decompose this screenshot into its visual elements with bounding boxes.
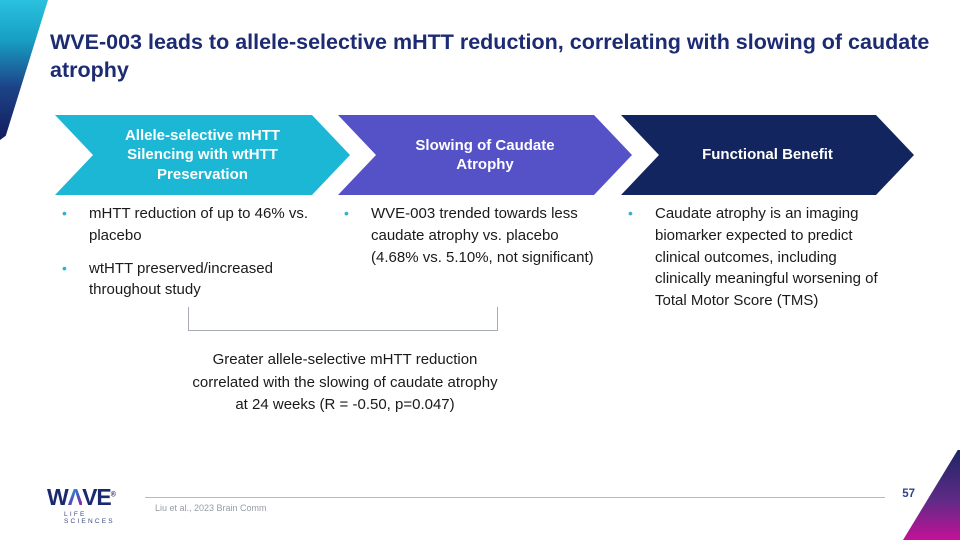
bullet-column-functional-benefit: • Caudate atrophy is an imaging biomarke… bbox=[628, 203, 894, 323]
bullet-item: • WVE-003 trended towards less caudate a… bbox=[344, 203, 600, 268]
bullet-column-atrophy: • WVE-003 trended towards less caudate a… bbox=[344, 203, 600, 279]
wave-life-sciences-logo: WΛVE® LIFE SCIENCES bbox=[47, 486, 137, 526]
bullet-item: • Caudate atrophy is an imaging biomarke… bbox=[628, 203, 894, 312]
bullet-text: WVE-003 trended towards less caudate atr… bbox=[371, 205, 594, 266]
bullet-item: • wtHTT preserved/increased throughout s… bbox=[62, 258, 324, 302]
bullet-text: Caudate atrophy is an imaging biomarker … bbox=[655, 205, 878, 309]
bullet-dot-icon: • bbox=[62, 259, 67, 276]
logo-wordmark: WΛVE® bbox=[47, 486, 137, 509]
chevron-banner-allele-selective-silencing: Allele-selective mHTT Silencing with wtH… bbox=[55, 115, 350, 195]
logo-subtitle: LIFE SCIENCES bbox=[64, 511, 115, 525]
citation-text: Liu et al., 2023 Brain Comm bbox=[155, 503, 267, 513]
registered-trademark-symbol: ® bbox=[110, 491, 116, 499]
top-left-accent-shape bbox=[0, 0, 48, 140]
bullet-text: wtHTT preserved/increased throughout stu… bbox=[89, 259, 273, 299]
bullet-column-silencing: • mHTT reduction of up to 46% vs. placeb… bbox=[62, 203, 324, 312]
chevron-banner-functional-benefit: Functional Benefit bbox=[621, 115, 914, 195]
grouping-bracket bbox=[188, 307, 498, 331]
chevron-label: Allele-selective mHTT Silencing with wtH… bbox=[124, 126, 281, 183]
logo-letters-ve: VE bbox=[82, 484, 112, 510]
logo-letter-w: W bbox=[47, 484, 69, 510]
chevron-banner-slowing-caudate-atrophy: Slowing of Caudate Atrophy bbox=[338, 115, 632, 195]
bullet-text: mHTT reduction of up to 46% vs. placebo bbox=[89, 205, 308, 244]
slide-title: WVE-003 leads to allele-selective mHTT r… bbox=[50, 30, 930, 83]
bullet-dot-icon: • bbox=[62, 205, 67, 221]
page-number: 57 bbox=[902, 488, 915, 500]
bullet-dot-icon: • bbox=[628, 205, 633, 221]
bullet-dot-icon: • bbox=[344, 205, 349, 221]
chevron-label: Functional Benefit bbox=[702, 146, 833, 164]
footer-divider bbox=[145, 497, 885, 498]
logo-gradient-caret-icon: Λ bbox=[67, 484, 83, 510]
bullet-item: • mHTT reduction of up to 46% vs. placeb… bbox=[62, 203, 324, 247]
correlation-callout-text: Greater allele-selective mHTT reduction … bbox=[192, 351, 498, 413]
chevron-label: Slowing of Caudate Atrophy bbox=[415, 136, 555, 173]
